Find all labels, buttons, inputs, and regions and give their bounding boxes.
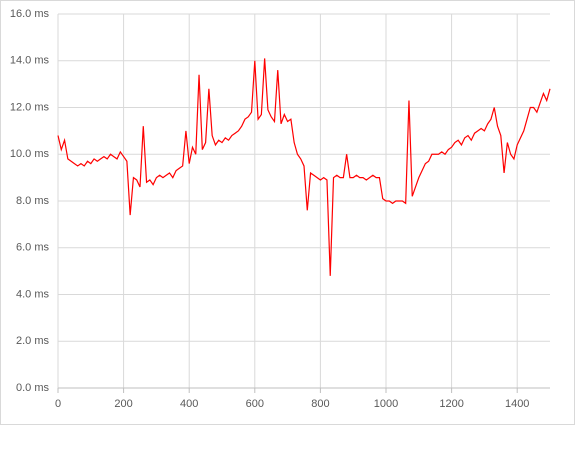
x-tick-label: 1400 bbox=[505, 398, 529, 410]
x-tick-label: 600 bbox=[246, 398, 264, 410]
y-tick-label: 12.0 ms bbox=[10, 101, 50, 113]
x-tick-label: 1000 bbox=[374, 398, 398, 410]
y-tick-label: 6.0 ms bbox=[16, 242, 50, 254]
y-tick-label: 14.0 ms bbox=[10, 55, 50, 67]
chart-frame bbox=[0, 0, 575, 425]
y-tick-label: 10.0 ms bbox=[10, 148, 50, 160]
x-tick-label: 800 bbox=[311, 398, 329, 410]
y-tick-label: 0.0 ms bbox=[16, 382, 50, 394]
x-tick-label: 200 bbox=[114, 398, 132, 410]
x-tick-label: 1200 bbox=[439, 398, 463, 410]
y-tick-label: 16.0 ms bbox=[10, 8, 50, 20]
x-tick-label: 400 bbox=[180, 398, 198, 410]
y-tick-label: 2.0 ms bbox=[16, 335, 50, 347]
y-tick-label: 4.0 ms bbox=[16, 288, 50, 300]
data-line bbox=[57, 58, 551, 276]
y-tick-label: 8.0 ms bbox=[16, 195, 50, 207]
x-tick-label: 0 bbox=[55, 398, 61, 410]
